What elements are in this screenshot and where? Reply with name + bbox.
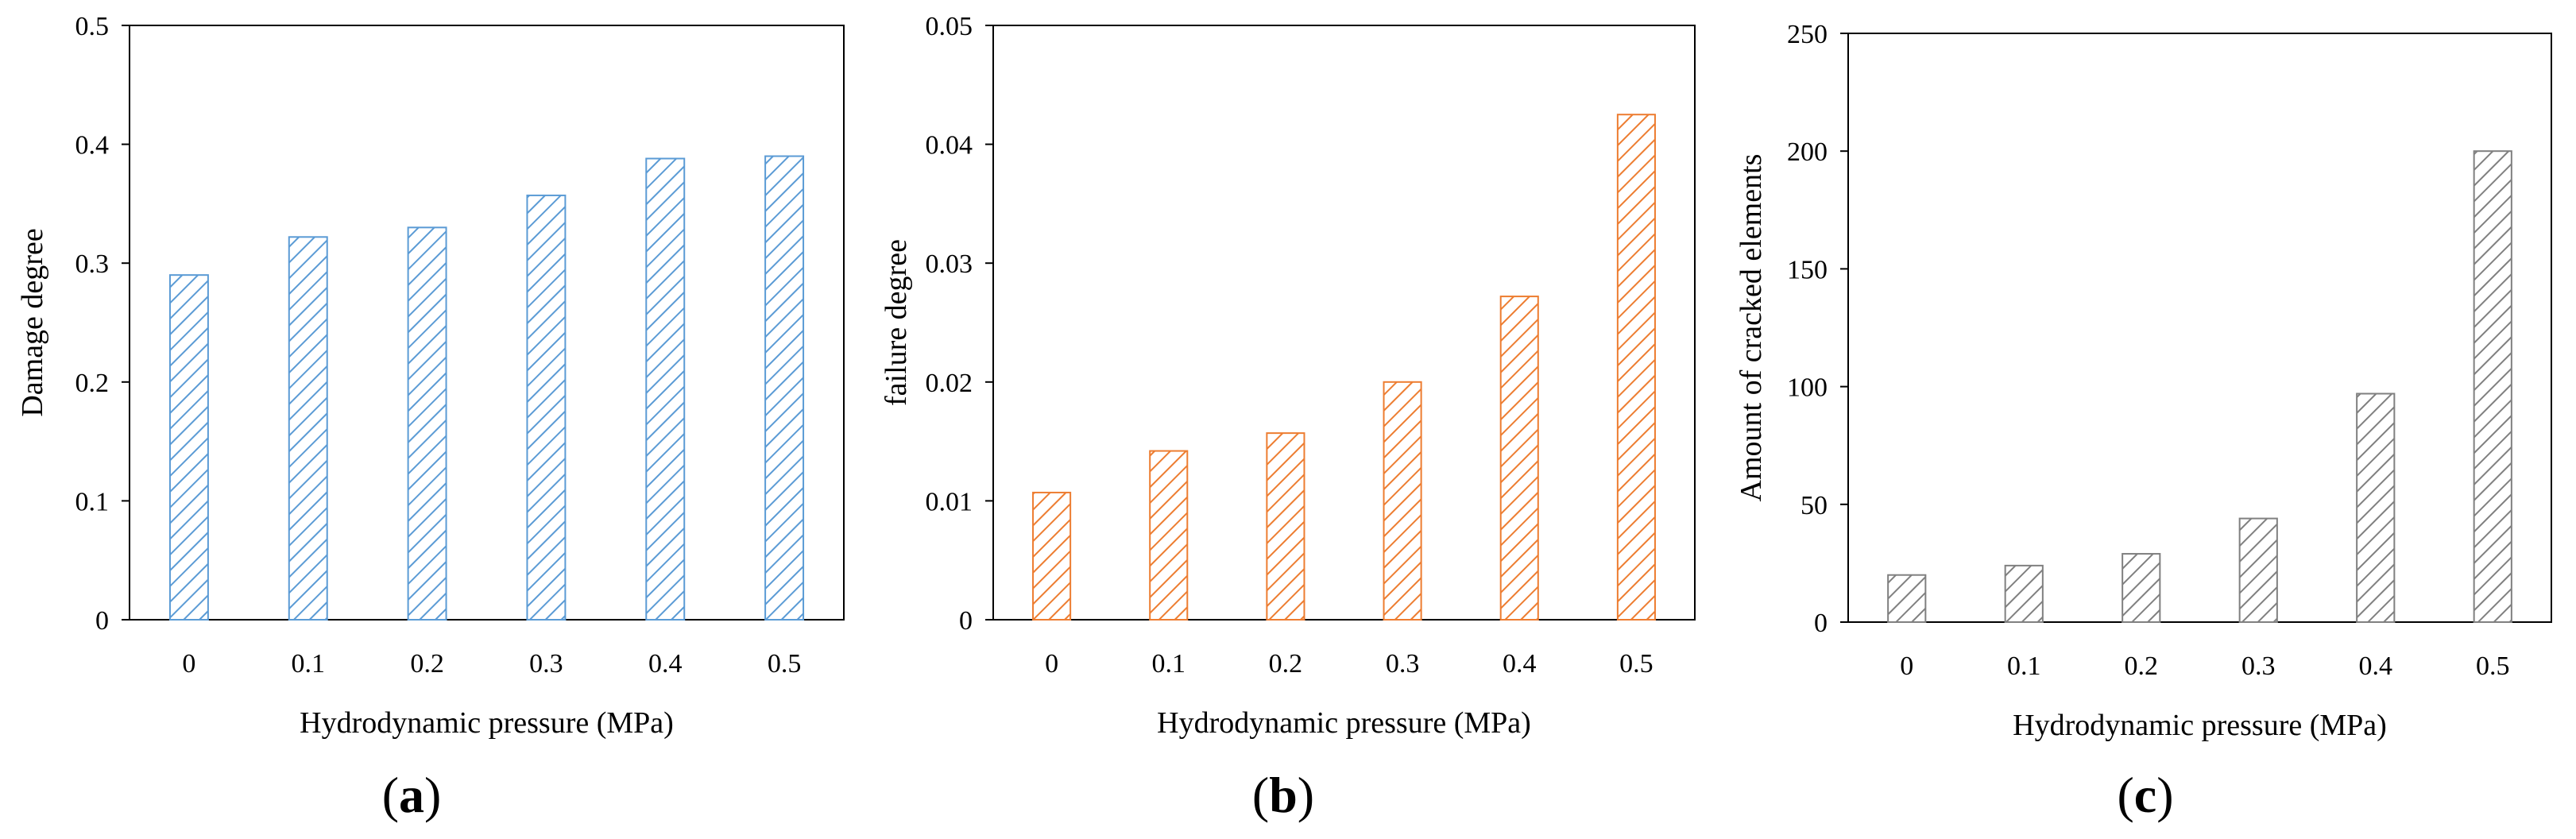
y-tick-label: 0 <box>1814 609 1828 638</box>
x-tick-label: 0.5 <box>2476 651 2510 681</box>
y-tick-label: 50 <box>1800 491 1828 520</box>
bar <box>1383 381 1422 621</box>
plot-frame <box>1847 33 2552 623</box>
y-tick-label: 0.5 <box>75 12 110 41</box>
x-tick-label: 0 <box>182 649 195 679</box>
x-tick-label: 0.1 <box>1152 649 1186 679</box>
y-tick-label: 0.01 <box>926 487 973 516</box>
bar <box>645 157 686 621</box>
bar <box>1887 574 1927 623</box>
x-tick-label: 0.5 <box>1619 649 1654 679</box>
chart-panel-c: 0 50 100 150 200 250 0 0.1 0.2 0.3 0.4 0.5 Hydrodyna… <box>1735 20 2552 823</box>
x-tick-label: 0.2 <box>410 649 444 679</box>
x-tick-label: 0.1 <box>2007 651 2041 681</box>
y-tick-label: 0 <box>959 606 973 636</box>
panel-label: (a) <box>382 767 442 823</box>
bar <box>288 236 328 621</box>
x-tick-label: 0.3 <box>2241 651 2276 681</box>
bar <box>2004 564 2044 624</box>
panel-label: (c) <box>2117 767 2173 823</box>
bar <box>1499 296 1539 621</box>
x-axis-title: Hydrodynamic pressure (MPa) <box>300 706 674 740</box>
x-tick-label: 0.5 <box>768 649 802 679</box>
bar <box>1032 491 1072 621</box>
y-tick-label: 100 <box>1787 373 1828 403</box>
panel-label: (b) <box>1252 767 1314 823</box>
plot-frame <box>129 25 845 621</box>
y-tick-label: 150 <box>1787 255 1828 284</box>
y-axis-title: Amount of cracked elements <box>1735 154 1768 502</box>
bar <box>526 194 567 621</box>
y-tick-label: 0.2 <box>75 369 110 398</box>
x-tick-label: 0.1 <box>292 649 326 679</box>
x-tick-label: 0 <box>1900 651 1913 681</box>
y-tick-label: 0 <box>95 606 109 636</box>
x-tick-label: 0.2 <box>2125 651 2159 681</box>
y-tick-label: 0.1 <box>75 487 110 516</box>
y-tick-label: 0.05 <box>926 12 973 41</box>
bar <box>1266 432 1305 621</box>
x-tick-label: 0.4 <box>2359 651 2393 681</box>
y-tick-label: 0.03 <box>926 249 973 279</box>
bar <box>2122 553 2161 624</box>
y-tick-label: 0.4 <box>75 131 110 160</box>
x-tick-label: 0.3 <box>1386 649 1420 679</box>
y-tick-label: 0.04 <box>926 131 973 160</box>
y-tick-label: 250 <box>1787 20 1828 49</box>
bar <box>2356 392 2396 623</box>
bar <box>1149 450 1189 621</box>
y-axis-title: failure degree <box>880 239 913 406</box>
bar <box>168 274 209 621</box>
x-tick-label: 0.4 <box>1503 649 1537 679</box>
bar <box>1616 114 1656 621</box>
x-tick-label: 0.4 <box>648 649 683 679</box>
bar <box>2238 517 2278 623</box>
bar <box>764 155 805 621</box>
chart-panel-a: 0 0.1 0.2 0.3 0.4 0.5 0 0.1 0.2 0.3 0.4 0.5 Hydrodyn… <box>16 12 845 823</box>
bar <box>2473 150 2512 623</box>
bar <box>407 226 447 621</box>
chart-panel-b: 0 0.01 0.02 0.03 0.04 0.05 0 0.1 0.2 0.3 0.4 0.5 Hyd… <box>880 12 1696 823</box>
x-axis-title: Hydrodynamic pressure (MPa) <box>1157 706 1531 740</box>
x-tick-label: 0.3 <box>529 649 563 679</box>
x-tick-label: 0.2 <box>1269 649 1303 679</box>
x-tick-label: 0 <box>1045 649 1058 679</box>
y-tick-label: 0.3 <box>75 249 110 279</box>
y-tick-label: 0.02 <box>926 369 973 398</box>
x-axis-title: Hydrodynamic pressure (MPa) <box>2013 709 2387 742</box>
y-tick-label: 200 <box>1787 137 1828 167</box>
y-axis-title: Damage degree <box>16 228 49 416</box>
plot-frame <box>992 25 1696 621</box>
